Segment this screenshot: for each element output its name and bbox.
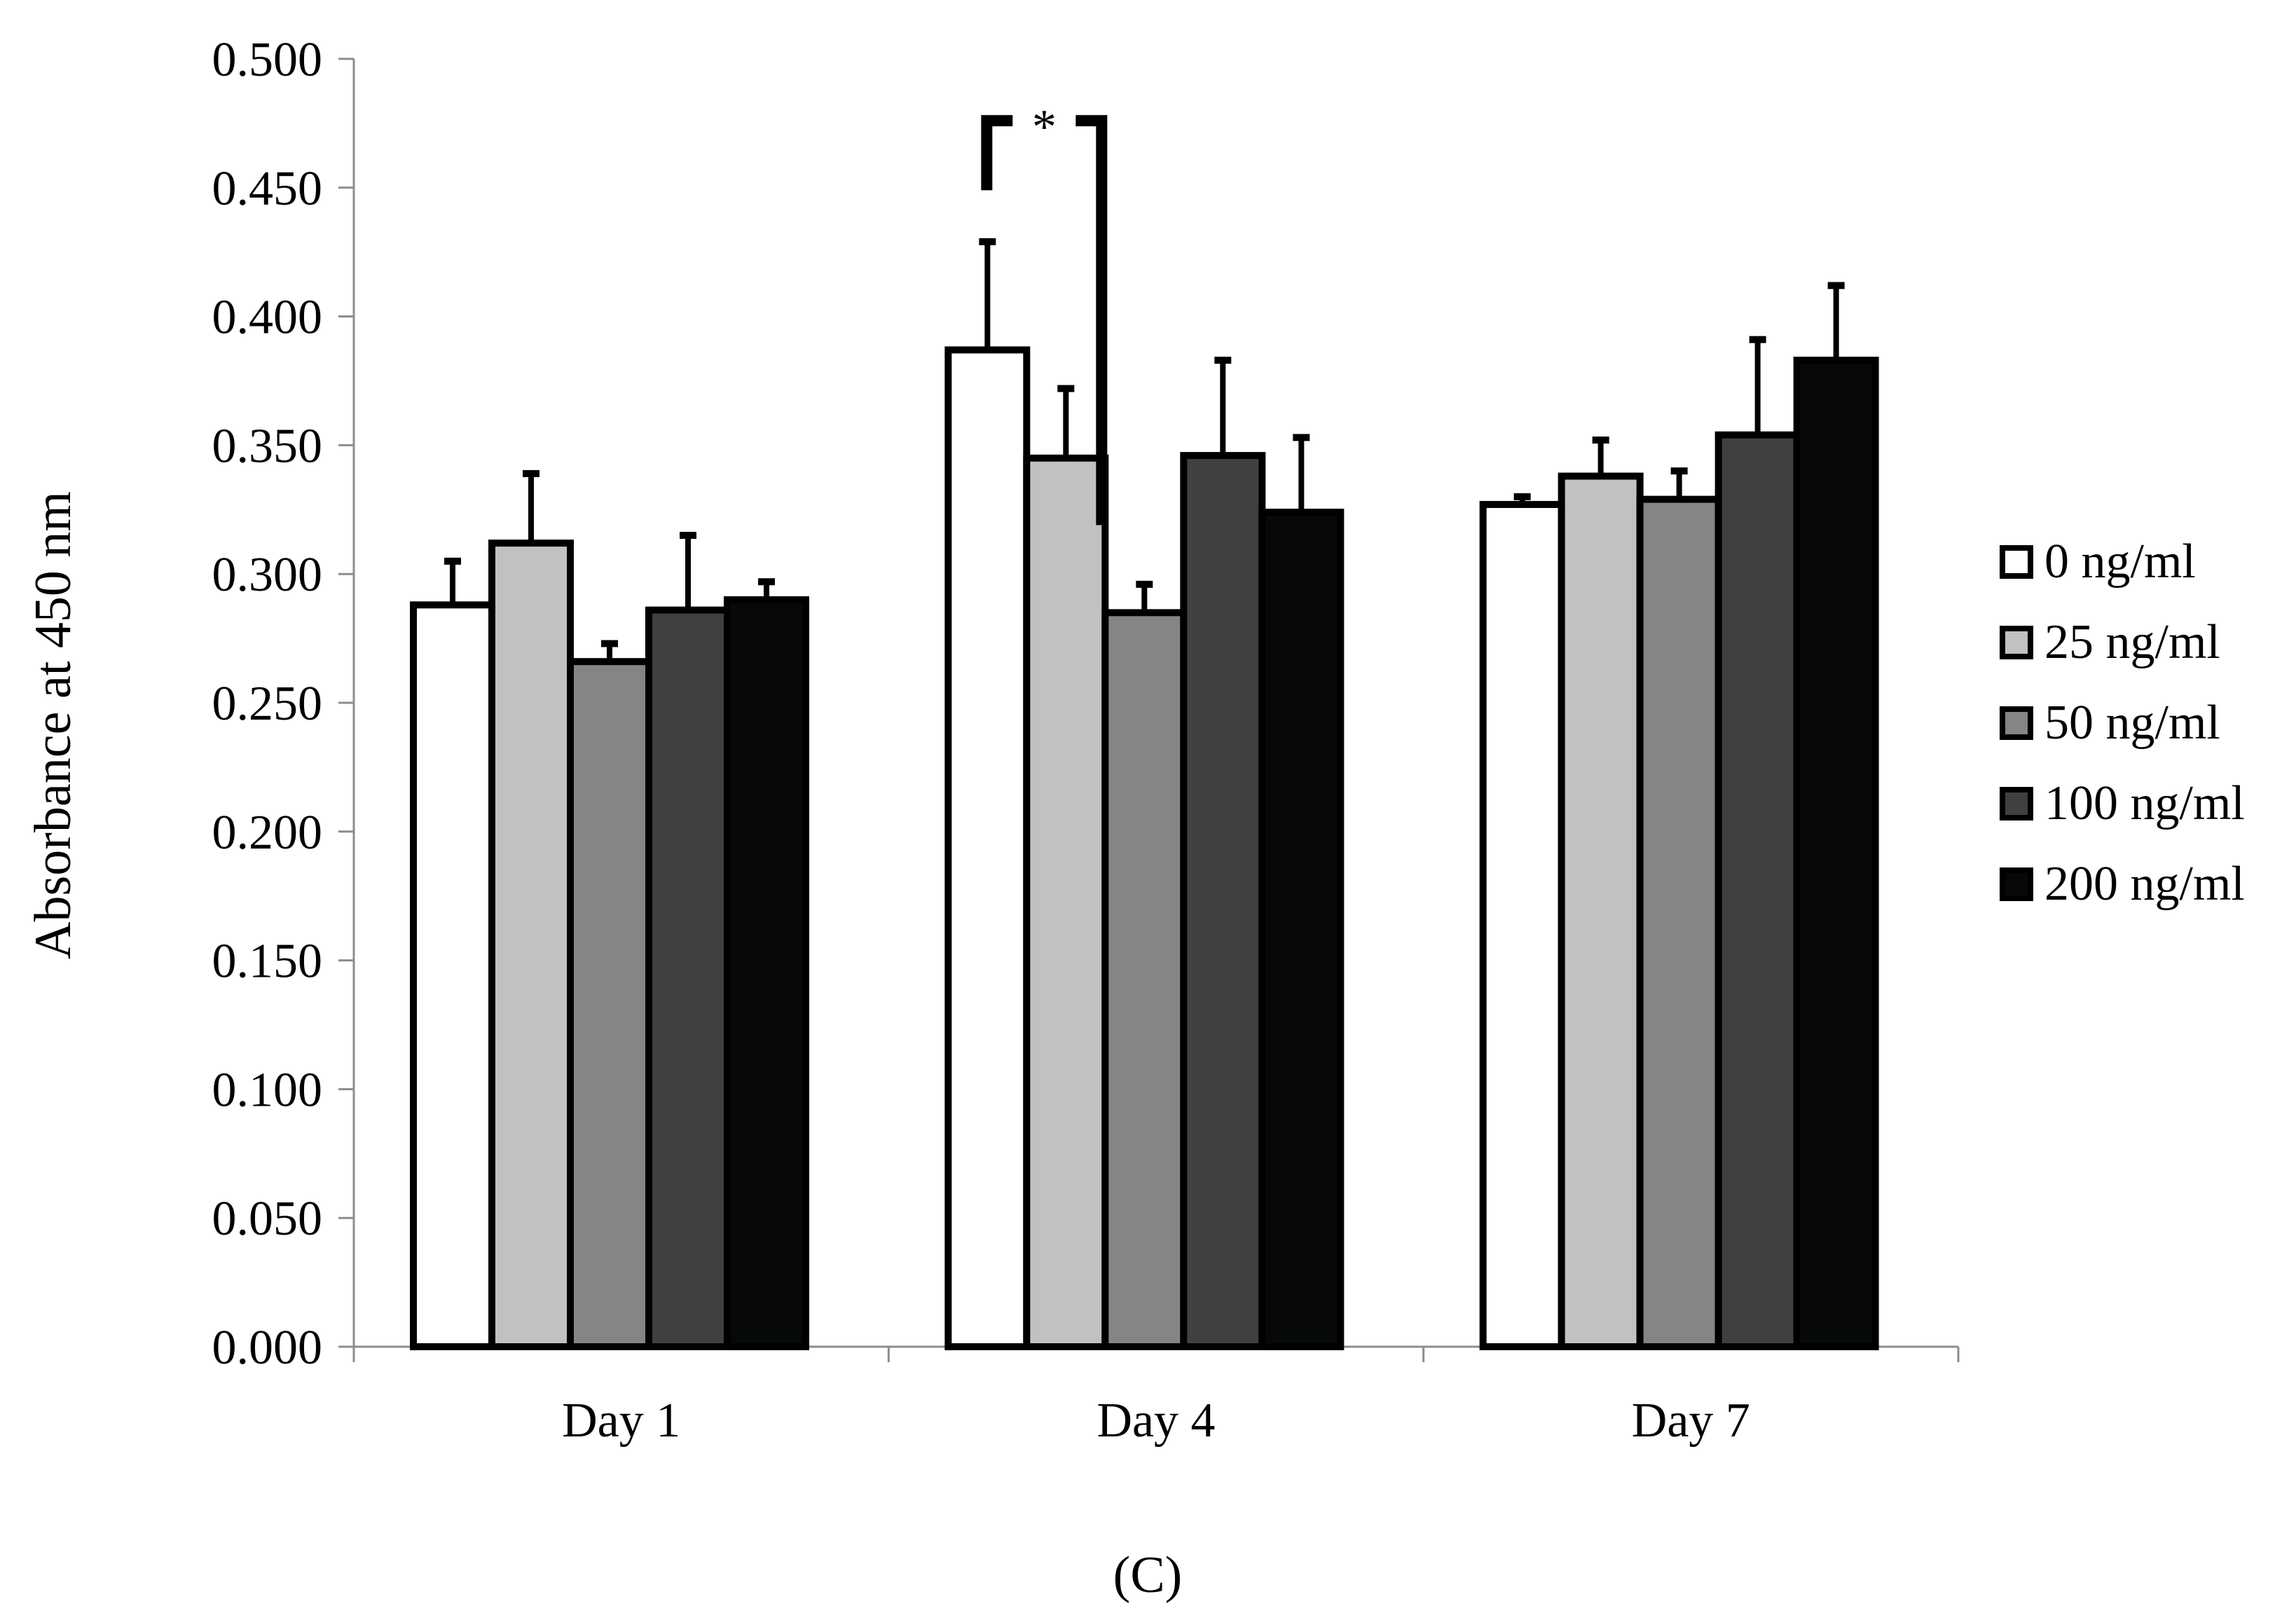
legend-swatch <box>2000 626 2033 659</box>
x-tick-label: Day 7 <box>1632 1394 1750 1448</box>
y-tick-label: 0.050 <box>212 1192 323 1246</box>
legend-label: 0 ng/ml <box>2044 535 2196 589</box>
y-tick-label: 0.200 <box>212 806 323 860</box>
significance-bracket-left <box>981 115 1013 191</box>
legend-label: 25 ng/ml <box>2044 615 2220 669</box>
bar <box>724 596 809 1351</box>
significance-star: * <box>1032 100 1057 154</box>
bar <box>1479 500 1565 1350</box>
bars <box>410 346 1879 1351</box>
significance-bracket-right <box>1075 115 1108 526</box>
bar <box>1101 609 1188 1351</box>
bar <box>488 540 574 1350</box>
significance-annotation: * <box>981 100 1108 526</box>
bar <box>1258 508 1345 1351</box>
bar <box>1793 357 1879 1350</box>
legend-swatch <box>2000 787 2033 821</box>
y-tick-label: 0.450 <box>212 162 323 216</box>
bar <box>645 606 731 1351</box>
y-tick-label: 0.000 <box>212 1321 323 1375</box>
bar <box>1023 454 1109 1350</box>
error-bars <box>444 238 1845 662</box>
axes: 0.000 0.050 0.100 0.150 0.200 0.250 0.300 0.350… <box>212 33 1960 1448</box>
bar <box>944 346 1031 1351</box>
figure-label: (C) <box>1113 1546 1183 1604</box>
bar <box>1558 472 1644 1351</box>
legend-swatch <box>2000 867 2033 901</box>
bar <box>1636 495 1722 1351</box>
y-tick-label: 0.500 <box>212 33 323 87</box>
y-tick-label: 0.150 <box>212 935 323 989</box>
y-tick-label: 0.250 <box>212 677 323 731</box>
y-tick-label: 0.400 <box>212 291 323 345</box>
legend-swatch <box>2000 706 2033 740</box>
y-tick-label: 0.350 <box>212 419 323 473</box>
legend-label: 200 ng/ml <box>2044 857 2245 911</box>
legend: 0 ng/ml 25 ng/ml 50 ng/ml 100 ng/ml 200 ng/m… <box>2000 535 2245 911</box>
bar <box>1180 452 1266 1350</box>
x-tick-label: Day 1 <box>562 1394 680 1448</box>
bar <box>567 658 652 1350</box>
y-axis-label: Absorbance at 450 nm <box>25 491 82 959</box>
legend-label: 50 ng/ml <box>2044 696 2220 750</box>
y-tick-label: 0.300 <box>212 548 323 602</box>
bar <box>1714 431 1801 1350</box>
bar <box>410 601 495 1350</box>
legend-label: 100 ng/ml <box>2044 776 2245 830</box>
x-tick-label: Day 4 <box>1097 1394 1215 1448</box>
y-tick-label: 0.100 <box>212 1063 323 1117</box>
legend-swatch <box>2000 545 2033 579</box>
